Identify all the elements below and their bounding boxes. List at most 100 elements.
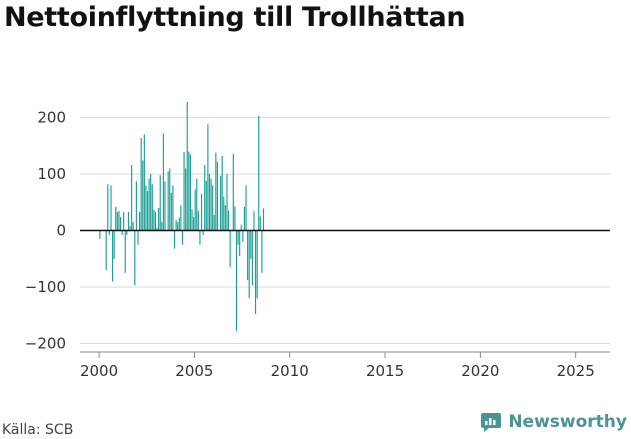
y-tick-label: 0 xyxy=(56,222,66,240)
bar xyxy=(131,165,133,231)
bar xyxy=(193,217,195,231)
x-tick-label: 2000 xyxy=(80,362,118,380)
bar xyxy=(253,211,255,231)
bar xyxy=(132,222,134,231)
bar xyxy=(213,214,215,231)
bar xyxy=(181,230,184,245)
bar xyxy=(196,178,198,231)
bar xyxy=(121,230,123,236)
y-tick-label: 100 xyxy=(37,165,66,183)
bar xyxy=(135,181,137,231)
bar xyxy=(177,222,179,231)
bar xyxy=(258,115,260,231)
bar xyxy=(208,174,211,231)
bar xyxy=(108,230,110,236)
bar xyxy=(234,206,236,231)
bar xyxy=(240,224,242,231)
bar xyxy=(204,165,206,231)
bar xyxy=(118,210,120,231)
bar xyxy=(202,230,204,236)
source-label: Källa: SCB xyxy=(2,422,74,438)
bar xyxy=(221,156,223,231)
bar xyxy=(142,160,144,231)
bar xyxy=(224,205,226,231)
bar xyxy=(242,230,244,242)
bars xyxy=(99,101,265,332)
bar xyxy=(107,184,109,231)
bar xyxy=(150,174,152,231)
bar xyxy=(167,171,169,231)
x-tick-label: 2020 xyxy=(461,362,499,380)
bar xyxy=(127,211,130,231)
bar xyxy=(235,230,238,332)
bar xyxy=(248,230,250,299)
bar xyxy=(245,185,247,231)
bar xyxy=(119,217,122,231)
bar xyxy=(186,101,188,231)
bar xyxy=(116,211,118,231)
bar xyxy=(216,161,218,231)
x-tick-label: 2005 xyxy=(175,362,213,380)
x-tick-label: 2025 xyxy=(557,362,595,380)
brand-name: Newsworthy xyxy=(508,412,627,432)
bar xyxy=(256,230,258,299)
chart-title: Nettoinflyttning till Trollhättan xyxy=(4,2,466,33)
bar xyxy=(173,230,176,249)
bar xyxy=(146,191,149,231)
bar xyxy=(123,211,125,231)
bar xyxy=(143,134,145,231)
bar xyxy=(156,227,158,231)
bar xyxy=(200,193,203,231)
bar xyxy=(183,152,185,231)
bar xyxy=(227,210,230,231)
bar xyxy=(140,137,142,231)
bar xyxy=(151,184,153,231)
bar xyxy=(137,230,139,245)
bar xyxy=(158,207,160,231)
bar xyxy=(223,196,225,231)
bar xyxy=(210,178,212,231)
bar xyxy=(191,209,193,231)
bar xyxy=(153,209,155,231)
bar xyxy=(259,216,261,231)
bar xyxy=(115,206,117,231)
bar xyxy=(172,185,174,231)
bar xyxy=(237,230,239,245)
bar xyxy=(212,185,214,231)
bar xyxy=(261,230,263,273)
bar xyxy=(226,174,228,231)
axes: −200 −100 0 100 200 2000 2005 2010 2015 2020 2025 xyxy=(25,109,610,380)
bar xyxy=(232,153,234,231)
bar xyxy=(170,192,172,231)
bar xyxy=(251,230,253,286)
y-tick-label: −200 xyxy=(25,335,66,353)
bar xyxy=(134,230,136,286)
bar xyxy=(175,219,177,231)
bar xyxy=(139,211,141,231)
bar xyxy=(197,210,199,231)
bar xyxy=(215,152,217,231)
bar xyxy=(159,175,161,231)
bar xyxy=(199,230,201,245)
bar xyxy=(247,230,249,281)
y-tick-label: −100 xyxy=(25,278,66,296)
bar xyxy=(164,181,166,231)
brand-logo: Newsworthy xyxy=(480,411,627,433)
bar xyxy=(162,133,164,231)
bar xyxy=(154,211,157,231)
bar xyxy=(194,189,196,231)
bar xyxy=(239,230,241,256)
bar xyxy=(161,222,163,231)
bar xyxy=(110,185,112,231)
bar xyxy=(220,175,222,231)
x-tick-label: 2015 xyxy=(366,362,404,380)
bar xyxy=(105,230,107,271)
bar xyxy=(243,206,245,231)
newsworthy-logo-icon xyxy=(481,413,502,432)
bar xyxy=(99,230,101,240)
bar xyxy=(124,230,126,273)
bar xyxy=(112,230,114,282)
bar xyxy=(254,230,257,315)
y-tick-label: 200 xyxy=(37,109,66,127)
